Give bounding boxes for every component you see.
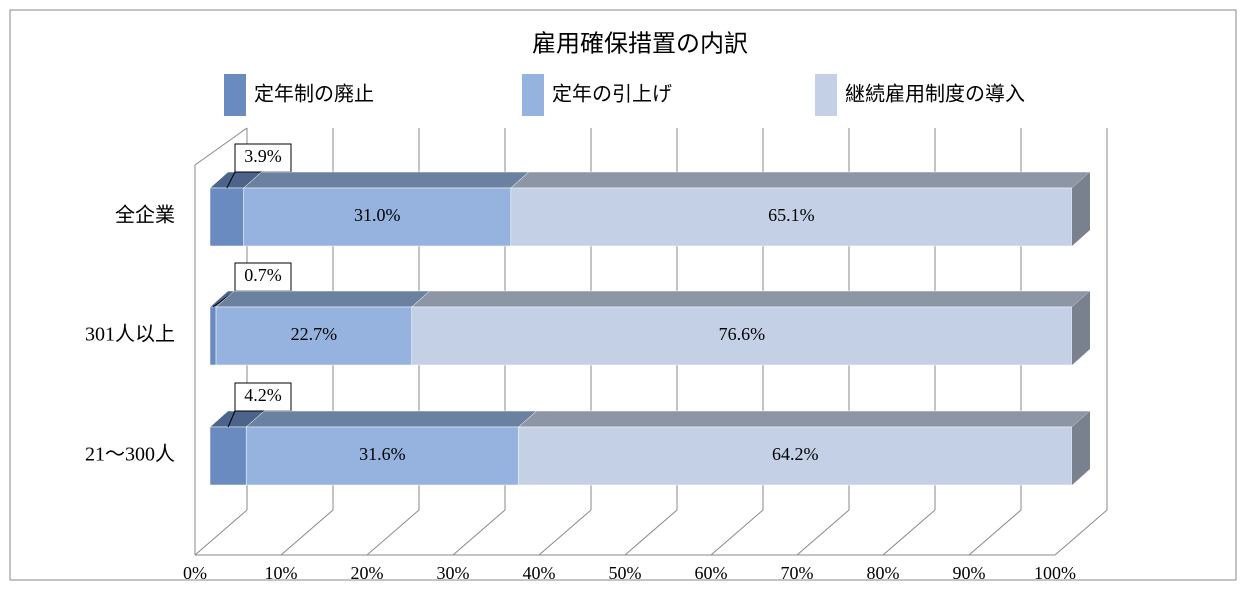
bar-side (1072, 291, 1090, 365)
x-tick-label: 0% (183, 563, 207, 583)
axis-line (194, 127, 248, 166)
label-box (234, 262, 292, 292)
floor-line (968, 509, 1022, 556)
data-label: 22.7% (291, 324, 338, 344)
x-tick-label: 10% (265, 563, 298, 583)
floor-line (366, 509, 420, 556)
bar (518, 426, 1073, 486)
data-label: 76.6% (719, 324, 766, 344)
legend-label: 継続雇用制度の導入 (845, 83, 1025, 106)
bar (245, 426, 519, 486)
floor-line (538, 509, 592, 556)
x-tick-label: 70% (781, 563, 814, 583)
legend-swatch (522, 74, 544, 116)
data-label: 64.2% (772, 444, 819, 464)
bar-side (1072, 411, 1090, 485)
x-tick-label: 90% (953, 563, 986, 583)
y-tick-label: 301人以上 (85, 323, 175, 346)
data-label: 31.6% (359, 444, 406, 464)
bar (215, 306, 412, 366)
data-label: 4.2% (244, 385, 282, 405)
label-box (234, 382, 292, 412)
legend-label: 定年の引上げ (552, 83, 672, 106)
y-tick-label: 全企業 (115, 204, 175, 227)
bar-side (1072, 172, 1090, 246)
x-tick-label: 30% (437, 563, 470, 583)
y-tick-label: 21～300人 (85, 443, 175, 466)
legend-swatch (224, 74, 246, 116)
data-label: 3.9% (244, 146, 282, 166)
bar-top (245, 410, 538, 428)
bar (209, 306, 217, 366)
x-tick-label: 50% (609, 563, 642, 583)
floor-line (624, 509, 678, 556)
bar (209, 426, 247, 486)
bar-top (242, 171, 530, 189)
data-label: 31.0% (354, 205, 401, 225)
floor-line (882, 509, 936, 556)
floor-line (452, 509, 506, 556)
floor-line (710, 509, 764, 556)
data-label: 0.7% (244, 265, 282, 285)
leader-line (227, 410, 236, 428)
legend-label: 定年制の廃止 (254, 83, 374, 106)
floor-line (280, 509, 334, 556)
floor-line (796, 509, 850, 556)
x-tick-label: 80% (867, 563, 900, 583)
x-tick-label: 60% (695, 563, 728, 583)
bar-top (411, 290, 1091, 308)
x-tick-label: 20% (351, 563, 384, 583)
bar (209, 187, 244, 247)
x-tick-label: 100% (1034, 563, 1076, 583)
bar-top (510, 171, 1091, 189)
bar-top (517, 410, 1091, 428)
floor-line (194, 509, 248, 556)
legend-swatch (815, 74, 837, 116)
bar (243, 187, 512, 247)
bar-top (215, 290, 431, 308)
x-tick-label: 40% (523, 563, 556, 583)
leader-line (226, 171, 236, 189)
bar (510, 187, 1073, 247)
floor-line (1054, 509, 1108, 556)
data-label: 65.1% (768, 205, 815, 225)
bar (411, 306, 1073, 366)
chart-title: 雇用確保措置の内訳 (532, 31, 748, 58)
